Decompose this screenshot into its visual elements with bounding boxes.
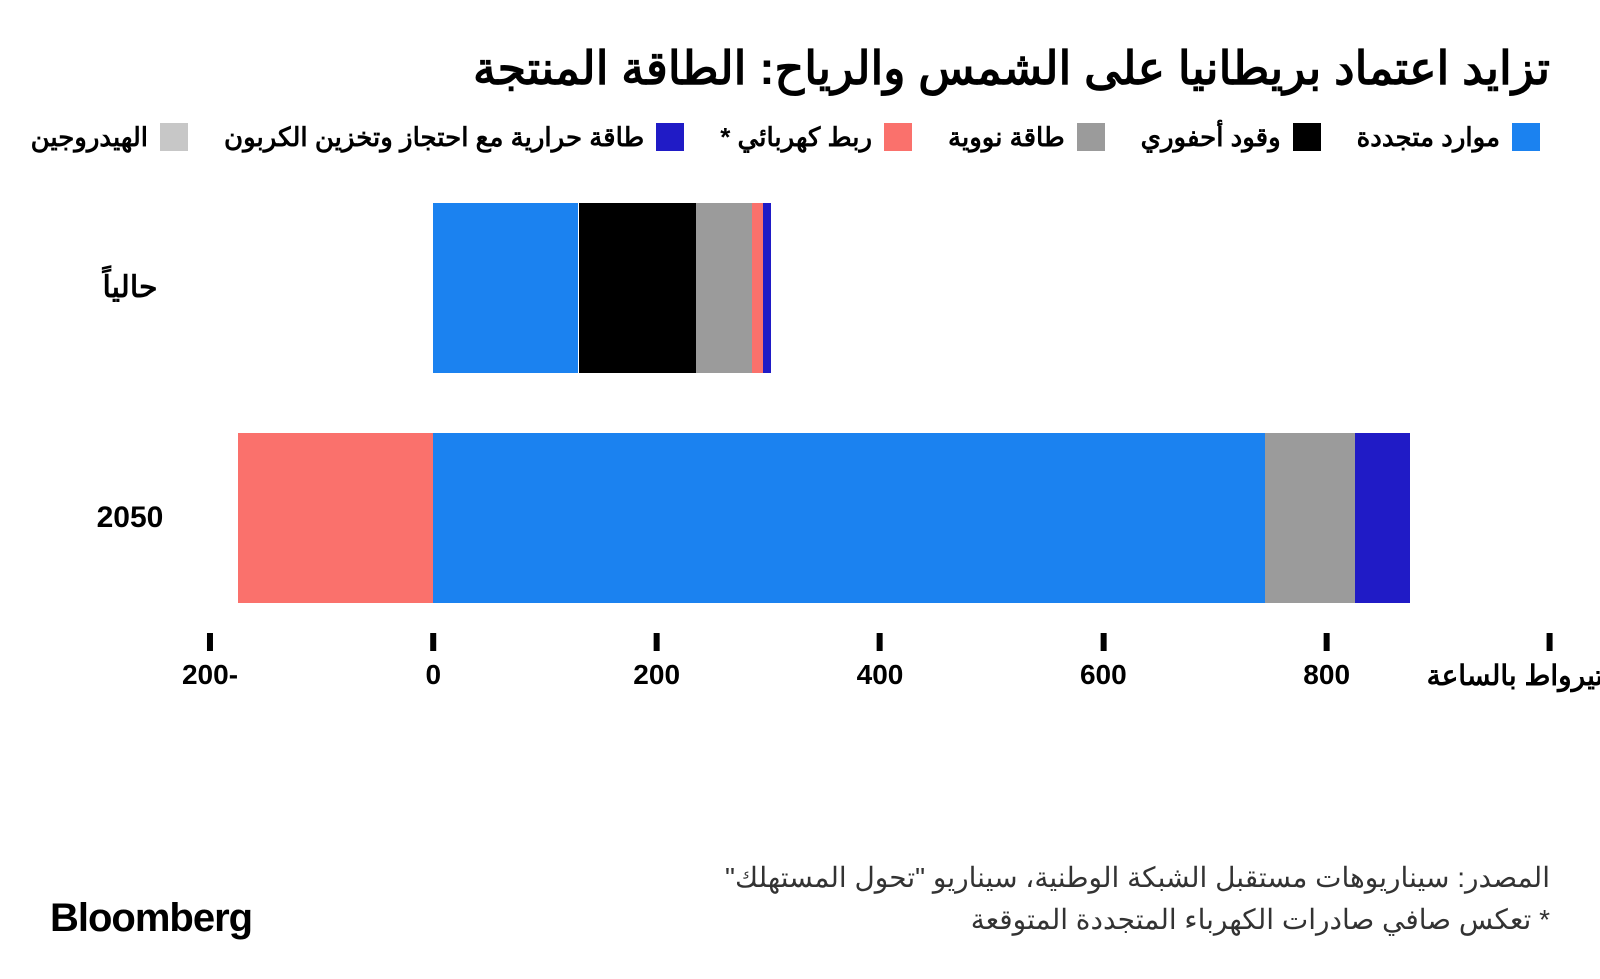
legend-label: طاقة نووية bbox=[948, 122, 1065, 153]
axis-tick: 400 bbox=[857, 633, 904, 691]
bar-segment bbox=[1355, 433, 1411, 603]
brand-logo: Bloomberg bbox=[50, 896, 252, 941]
footer: Bloomberg المصدر: سيناريوهات مستقبل الشب… bbox=[50, 857, 1550, 941]
footnote-line: * تعكس صافي صادرات الكهرباء المتجددة الم… bbox=[725, 899, 1550, 941]
row-label: 2050 bbox=[50, 501, 210, 535]
chart-title: تزايد اعتماد بريطانيا على الشمس والرياح:… bbox=[50, 40, 1550, 98]
legend-swatch bbox=[884, 123, 912, 151]
bar-track bbox=[210, 433, 1550, 603]
legend-label: موارد متجددة bbox=[1357, 122, 1500, 153]
bar-segment bbox=[752, 203, 763, 373]
legend-label: ربط كهربائي * bbox=[720, 122, 872, 153]
bar-segment bbox=[696, 203, 752, 373]
legend-item: طاقة حرارية مع احتجاز وتخزين الكربون bbox=[224, 122, 684, 153]
page: تزايد اعتماد بريطانيا على الشمس والرياح:… bbox=[0, 0, 1600, 979]
legend-swatch bbox=[1293, 123, 1321, 151]
bar-segment bbox=[433, 433, 1265, 603]
bar-row: حالياً bbox=[50, 203, 1550, 373]
tick-mark bbox=[430, 633, 436, 651]
legend-label: وقود أحفوري bbox=[1141, 122, 1281, 153]
legend-label: طاقة حرارية مع احتجاز وتخزين الكربون bbox=[224, 122, 644, 153]
legend-label: الهيدروجين bbox=[31, 122, 148, 153]
legend-item: طاقة نووية bbox=[948, 122, 1105, 153]
legend: موارد متجددة وقود أحفوري طاقة نووية ربط كهر… bbox=[50, 122, 1550, 153]
legend-swatch bbox=[160, 123, 188, 151]
tick-mark bbox=[1324, 633, 1330, 651]
axis-tick: 0 bbox=[426, 633, 442, 691]
legend-swatch bbox=[1512, 123, 1540, 151]
bar-segment bbox=[1265, 433, 1354, 603]
axis-tick: 200 bbox=[633, 633, 680, 691]
footer-notes: المصدر: سيناريوهات مستقبل الشبكة الوطنية… bbox=[725, 857, 1550, 941]
tick-mark bbox=[654, 633, 660, 651]
bar-segment bbox=[579, 203, 696, 373]
legend-item: موارد متجددة bbox=[1357, 122, 1540, 153]
tick-label: -200 bbox=[182, 659, 238, 691]
bar-row: 2050 bbox=[50, 433, 1550, 603]
bar-segment bbox=[433, 203, 578, 373]
row-label: حالياً bbox=[50, 270, 210, 305]
bar-track bbox=[210, 203, 1550, 373]
bar-segment bbox=[238, 433, 433, 603]
axis-tick: 600 bbox=[1080, 633, 1127, 691]
axis-tick: 1000 تيرواط بالساعة bbox=[1427, 633, 1600, 692]
axis-tick: -200 bbox=[182, 633, 238, 691]
chart-area: حالياً2050 -20002004006008001000 تيرواط … bbox=[50, 203, 1550, 763]
tick-mark bbox=[877, 633, 883, 651]
tick-label: 1000 تيرواط بالساعة bbox=[1427, 659, 1600, 692]
tick-mark bbox=[1547, 633, 1553, 651]
legend-item: وقود أحفوري bbox=[1141, 122, 1321, 153]
bar-segment bbox=[763, 203, 771, 373]
tick-mark bbox=[1100, 633, 1106, 651]
tick-label: 600 bbox=[1080, 659, 1127, 691]
legend-swatch bbox=[656, 123, 684, 151]
legend-swatch bbox=[1077, 123, 1105, 151]
axis-tick: 800 bbox=[1303, 633, 1350, 691]
tick-label: 200 bbox=[633, 659, 680, 691]
tick-label: 400 bbox=[857, 659, 904, 691]
legend-item: ربط كهربائي * bbox=[720, 122, 912, 153]
tick-label: 0 bbox=[426, 659, 442, 691]
legend-item: الهيدروجين bbox=[31, 122, 188, 153]
source-line: المصدر: سيناريوهات مستقبل الشبكة الوطنية… bbox=[725, 857, 1550, 899]
tick-label: 800 bbox=[1303, 659, 1350, 691]
tick-mark bbox=[207, 633, 213, 651]
